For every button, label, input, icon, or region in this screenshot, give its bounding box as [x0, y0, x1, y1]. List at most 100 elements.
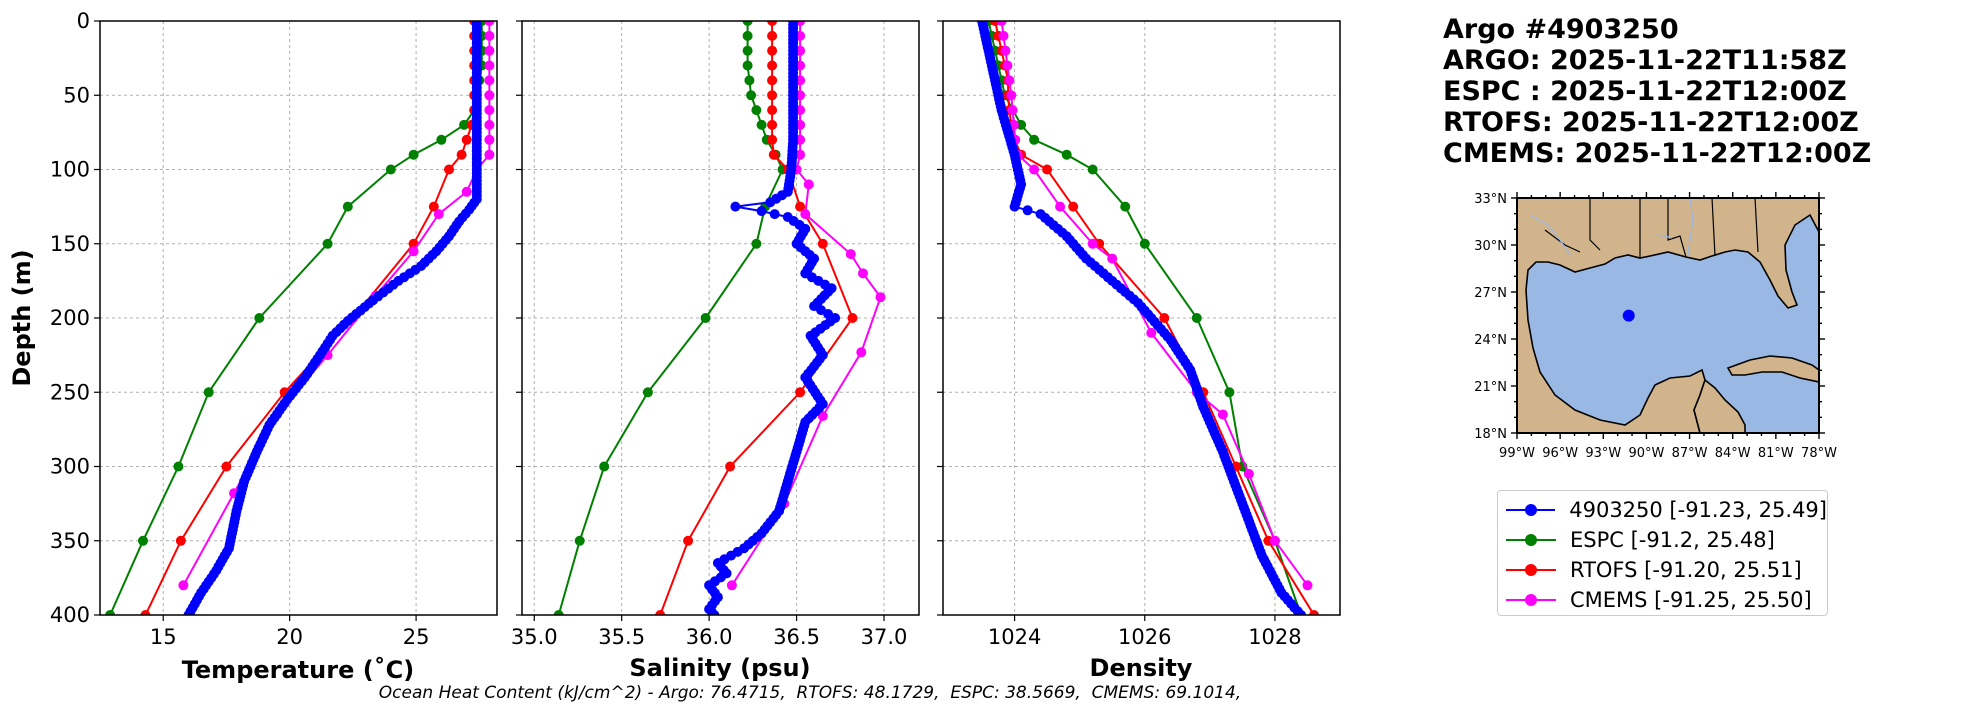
salinity-axis-label: Salinity (psu) — [629, 654, 810, 682]
temp-rtofs-point — [444, 164, 454, 175]
sal-argo-point — [769, 209, 780, 220]
ohc-footer: Ocean Heat Content (kJ/cm^2) - Argo: 76.… — [378, 683, 1242, 703]
sal-cmems-point — [817, 411, 828, 421]
temp-rtofs-point — [456, 149, 467, 160]
dens-cmems-point — [1087, 238, 1098, 249]
temp-cmems-point — [178, 580, 189, 591]
temp-cmems-point — [433, 209, 444, 220]
info-espc-time: ESPC : 2025-11-22T12:00Z — [1443, 76, 1847, 107]
dens-cmems-point — [1004, 75, 1015, 86]
sal-xtick-label: 35.0 — [511, 625, 558, 649]
dens-cmems-point — [1029, 164, 1040, 175]
sal-argo-point — [765, 197, 776, 208]
temp-cmems-line — [182, 21, 491, 586]
sal-cmems-point — [845, 249, 856, 260]
temperature-panel: 0 50 100 150 200 250 300 350 400 15 20 25 — [50, 9, 498, 649]
dens-espc-point — [1120, 201, 1131, 212]
sal-espc-point — [742, 21, 753, 26]
legend-label-argo: 4903250 [-91.23, 25.49] — [1569, 498, 1827, 522]
legend-swatch-espc — [1506, 530, 1556, 550]
float-info: Argo #4903250 ARGO: 2025-11-22T11:58Z ES… — [1443, 14, 1871, 169]
map-land-us — [1517, 198, 1819, 433]
map-lat-label: 33°N — [1474, 192, 1507, 207]
temp-cmems-point — [484, 105, 495, 116]
sal-rtofs-point — [767, 45, 778, 56]
sal-espc-point — [744, 75, 755, 86]
argo-location-marker — [1622, 309, 1635, 322]
dens-espc-point — [1139, 238, 1150, 249]
temp-cmems-point — [484, 149, 495, 160]
legend-item-cmems: CMEMS [-91.25, 25.50] — [1498, 585, 1827, 615]
float-title: Argo #4903250 — [1443, 14, 1679, 45]
dens-cmems-point — [1269, 535, 1280, 546]
map-lat-label: 27°N — [1474, 286, 1507, 301]
temp-ytick-label: 150 — [50, 232, 90, 256]
temp-espc-point — [436, 134, 447, 145]
dens-argo-point — [1296, 610, 1306, 615]
temp-cmems-point — [484, 119, 495, 130]
dens-espc-point — [1191, 313, 1202, 323]
info-rtofs-time: RTOFS: 2025-11-22T12:00Z — [1443, 107, 1859, 138]
dens-espc-point — [1087, 164, 1098, 175]
sal-cmems-point — [800, 209, 811, 220]
dens-xtick-label: 1026 — [1118, 625, 1171, 649]
sal-cmems-point — [858, 268, 868, 279]
map-borders — [1544, 198, 1759, 258]
temp-espc-point — [138, 535, 148, 546]
sal-xtick-label: 36.0 — [686, 625, 733, 649]
temp-ytick-label: 200 — [50, 306, 90, 330]
temp-cmems-point — [484, 60, 495, 71]
temp-rtofs-point — [461, 134, 472, 145]
sal-xtick-label: 36.5 — [773, 625, 820, 649]
dens-cmems-point — [1007, 105, 1018, 116]
temp-ytick-label: 50 — [63, 83, 90, 107]
dens-espc-point — [1029, 134, 1040, 145]
sal-argo-point — [709, 610, 720, 615]
sal-espc-point — [751, 238, 762, 249]
legend-swatch-cmems — [1506, 590, 1556, 610]
temp-ytick-label: 300 — [50, 455, 90, 479]
temp-espc-point — [385, 164, 396, 175]
temp-rtofs-point — [221, 461, 232, 472]
salinity-panel: 35.0 35.5 36.0 36.5 37.0 — [511, 20, 920, 649]
temp-cmems-point — [484, 30, 495, 41]
map-lon-label: 87°W — [1672, 446, 1708, 461]
dens-cmems-point — [1107, 253, 1118, 264]
sal-rtofs-point — [817, 238, 828, 249]
dens-argo-point — [1022, 205, 1033, 216]
legend-swatch-argo — [1506, 500, 1556, 520]
dens-rtofs-point — [1042, 164, 1053, 175]
sal-rtofs-point — [767, 30, 778, 41]
dens-espc-point — [1016, 119, 1027, 130]
sal-espc-point — [599, 461, 610, 472]
sal-espc-point — [742, 60, 753, 71]
sal-rtofs-point — [655, 610, 666, 615]
dens-cmems-point — [1243, 468, 1254, 479]
sal-espc-point — [574, 535, 585, 546]
sal-espc-point — [700, 313, 711, 323]
sal-espc-point — [742, 45, 753, 56]
sal-espc-point — [742, 30, 753, 41]
temp-ytick-label: 100 — [50, 158, 90, 182]
temp-ytick-label: 350 — [50, 529, 90, 553]
temp-argo-point — [183, 610, 194, 615]
sal-rtofs-point — [767, 60, 778, 71]
dens-rtofs-point — [1309, 610, 1319, 615]
dens-rtofs-point — [1068, 201, 1079, 212]
temp-xtick-label: 20 — [276, 625, 303, 649]
dens-xtick-label: 1024 — [988, 625, 1041, 649]
legend-swatch-rtofs — [1506, 560, 1556, 580]
map-land-mexico — [1693, 378, 1746, 433]
depth-axis-label: Depth (m) — [8, 249, 36, 386]
sal-espc-point — [553, 610, 564, 615]
legend-label-rtofs: RTOFS [-91.20, 25.51] — [1570, 558, 1802, 582]
temp-espc-point — [173, 461, 184, 472]
temp-rtofs-point — [140, 610, 151, 615]
location-map: 99°W 96°W 93°W 90°W 87°W 84°W 81°W 78°W 33°N 30°N… — [1474, 192, 1837, 461]
sal-cmems-point — [795, 149, 806, 160]
map-lat-label: 18°N — [1474, 427, 1507, 442]
density-axis-label: Density — [1090, 654, 1193, 682]
temp-cmems-point — [484, 90, 495, 101]
temp-ytick-label: 250 — [50, 380, 90, 404]
sal-espc-point — [642, 387, 653, 398]
